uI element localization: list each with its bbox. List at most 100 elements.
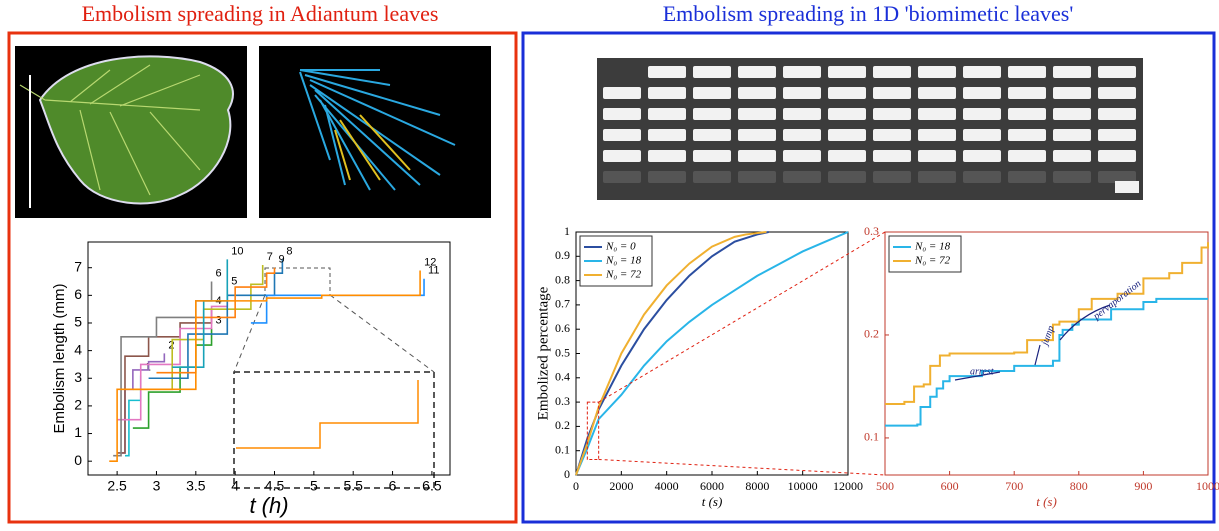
legend-label: N₀ = 18 bbox=[914, 241, 951, 253]
y-tick-label: 0.7 bbox=[555, 297, 570, 311]
y-tick-label: 0.9 bbox=[555, 248, 570, 262]
channel bbox=[738, 87, 776, 99]
channel bbox=[738, 171, 776, 183]
x-tick-label: 800 bbox=[1070, 479, 1088, 493]
legend-label: N₀ = 18 bbox=[605, 255, 642, 267]
y-axis-label: Embolized percentage bbox=[535, 286, 551, 420]
y-tick-label: 0.8 bbox=[555, 272, 570, 286]
x-tick-label: 4000 bbox=[655, 479, 679, 493]
channel bbox=[1008, 129, 1046, 141]
channel bbox=[648, 87, 686, 99]
right-frame bbox=[521, 31, 1216, 524]
channel bbox=[603, 150, 641, 162]
zoom-source bbox=[264, 267, 331, 296]
channel bbox=[738, 66, 776, 78]
y-tick-label: 5 bbox=[74, 314, 82, 330]
channel bbox=[783, 87, 821, 99]
y-tick-label: 2 bbox=[74, 397, 82, 413]
annotation: arrest bbox=[970, 366, 994, 377]
y-tick-label: 6 bbox=[74, 286, 82, 302]
data-line bbox=[117, 289, 229, 421]
channel bbox=[1053, 66, 1091, 78]
channel bbox=[828, 66, 866, 78]
channel bbox=[918, 87, 956, 99]
legend-label: N₀ = 0 bbox=[605, 241, 636, 253]
channel bbox=[828, 171, 866, 183]
legend-label: N₀ = 72 bbox=[914, 255, 951, 267]
channel bbox=[738, 129, 776, 141]
leaf bbox=[38, 55, 234, 205]
x-tick-label: 10000 bbox=[788, 479, 818, 493]
y-tick-label: 0 bbox=[564, 467, 570, 481]
legend-label: N₀ = 72 bbox=[605, 269, 642, 281]
x-tick-label: 6000 bbox=[700, 479, 724, 493]
channel bbox=[603, 87, 641, 99]
data-line bbox=[575, 231, 767, 476]
x-tick-label: 3 bbox=[153, 478, 161, 494]
channel bbox=[648, 171, 686, 183]
x-tick-label: 2.5 bbox=[107, 478, 127, 494]
channel bbox=[873, 129, 911, 141]
data-line bbox=[113, 281, 213, 457]
y-tick-label: 0.6 bbox=[555, 321, 570, 335]
channel bbox=[1098, 150, 1136, 162]
channel bbox=[1115, 181, 1139, 193]
micro-channels bbox=[603, 66, 1139, 193]
zoom-connector bbox=[598, 231, 886, 476]
x-tick-label: 700 bbox=[1005, 479, 1023, 493]
x-tick-label: 12000 bbox=[833, 479, 863, 493]
channel bbox=[603, 108, 641, 120]
channel bbox=[918, 171, 956, 183]
channel bbox=[1008, 108, 1046, 120]
series-label: 8 bbox=[286, 245, 292, 257]
x-tick-label: 8000 bbox=[745, 479, 769, 493]
y-tick-label: 1 bbox=[564, 224, 570, 238]
channel bbox=[963, 108, 1001, 120]
channel bbox=[828, 108, 866, 120]
channel bbox=[963, 87, 1001, 99]
y-tick-label: 0.3 bbox=[555, 394, 570, 408]
channel bbox=[828, 87, 866, 99]
channel bbox=[828, 129, 866, 141]
channel bbox=[918, 150, 956, 162]
series-label: 9 bbox=[279, 254, 285, 266]
series-label: 12 bbox=[424, 256, 436, 268]
zoom-lines bbox=[233, 294, 435, 373]
y-tick-label: 0.4 bbox=[555, 370, 570, 384]
channel bbox=[693, 87, 731, 99]
x-tick-label: 4 bbox=[231, 478, 239, 494]
data-line bbox=[132, 264, 264, 391]
plot-frame bbox=[87, 241, 451, 476]
y-tick-label: 0.5 bbox=[555, 345, 570, 359]
channel bbox=[783, 108, 821, 120]
legend-box bbox=[888, 235, 962, 273]
channel bbox=[1053, 171, 1091, 183]
channel bbox=[648, 108, 686, 120]
y-tick-label: 0.1 bbox=[864, 430, 879, 444]
channel bbox=[873, 108, 911, 120]
channel bbox=[1098, 87, 1136, 99]
x-tick-label: 0 bbox=[573, 479, 579, 493]
x-tick-label: 3.5 bbox=[186, 478, 206, 494]
y-tick-label: 0.3 bbox=[864, 224, 879, 238]
y-tick-label: 7 bbox=[74, 258, 82, 274]
y-tick-label: 0.1 bbox=[555, 442, 570, 456]
channel bbox=[1008, 87, 1046, 99]
channel bbox=[603, 129, 641, 141]
x-tick-label: 5.5 bbox=[343, 478, 363, 494]
zoom-box bbox=[233, 371, 435, 489]
channel bbox=[693, 129, 731, 141]
channel bbox=[963, 171, 1001, 183]
channel bbox=[828, 150, 866, 162]
channel bbox=[1098, 171, 1136, 183]
data-line bbox=[885, 297, 1208, 427]
channel bbox=[693, 66, 731, 78]
leaf-veins bbox=[19, 64, 201, 196]
zoom-trace bbox=[236, 380, 419, 449]
channel bbox=[963, 66, 1001, 78]
channel bbox=[783, 66, 821, 78]
channel bbox=[1053, 108, 1091, 120]
channel bbox=[648, 66, 686, 78]
y-tick-label: 0.2 bbox=[864, 327, 879, 341]
y-tick-label: 1 bbox=[74, 424, 82, 440]
